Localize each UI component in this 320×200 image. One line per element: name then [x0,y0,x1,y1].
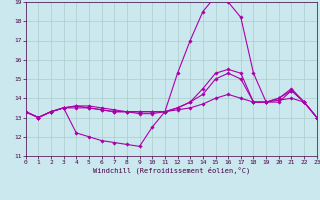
X-axis label: Windchill (Refroidissement éolien,°C): Windchill (Refroidissement éolien,°C) [92,167,250,174]
